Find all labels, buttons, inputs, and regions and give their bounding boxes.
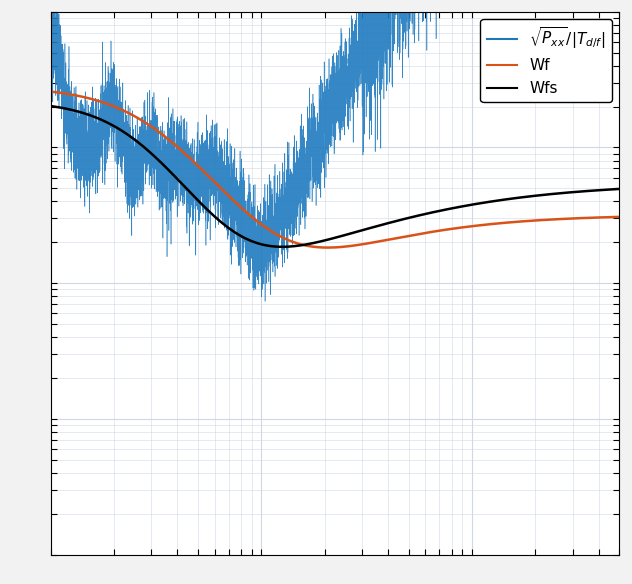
Wfs [47, 103, 54, 110]
$\sqrt{P_{xx}}/|T_{d/f}|$ [47, 54, 54, 61]
$\sqrt{P_{xx}}/|T_{d/f}|$ [253, 223, 260, 230]
$\sqrt{P_{xx}}/|T_{d/f}|$ [75, 147, 83, 154]
Wf [499, 220, 506, 227]
Wf [468, 223, 476, 230]
Wfs [75, 108, 83, 115]
Wfs [616, 186, 623, 193]
$\sqrt{P_{xx}}/|T_{d/f}|$ [384, 0, 391, 7]
Legend: $\sqrt{P_{xx}}/|T_{d/f}|$, Wf, Wfs: $\sqrt{P_{xx}}/|T_{d/f}|$, Wf, Wfs [480, 19, 612, 102]
$\sqrt{P_{xx}}/|T_{d/f}|$ [261, 298, 269, 305]
Wfs [279, 244, 286, 251]
Wf [47, 88, 54, 95]
Wf [384, 237, 391, 244]
Wfs [253, 239, 260, 246]
Line: Wfs: Wfs [51, 106, 619, 247]
Wf [253, 217, 260, 224]
Wfs [384, 220, 391, 227]
Line: Wf: Wf [51, 92, 619, 248]
Wfs [499, 196, 506, 203]
Wf [408, 232, 416, 239]
Wfs [468, 201, 476, 208]
Wf [75, 92, 83, 99]
Line: $\sqrt{P_{xx}}/|T_{d/f}|$: $\sqrt{P_{xx}}/|T_{d/f}|$ [51, 0, 619, 301]
Wf [616, 213, 623, 220]
Wfs [408, 214, 416, 221]
Wf [324, 244, 331, 251]
